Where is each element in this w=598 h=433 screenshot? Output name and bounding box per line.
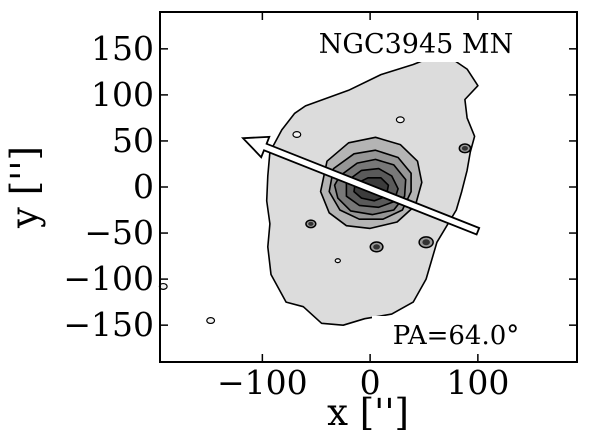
y-tick-labels: 150 100 50 0 −50 −100 −150	[63, 29, 154, 344]
plot-area	[158, 12, 577, 362]
x-tick-label: −100	[217, 363, 308, 402]
compact-source-core-2	[422, 239, 430, 246]
chart-title: NGC3945 MN	[319, 29, 513, 60]
y-tick-label: 150	[91, 29, 154, 68]
y-tick-label: −50	[84, 213, 154, 252]
faint-contour-4	[334, 258, 341, 264]
compact-source-core-3	[373, 244, 380, 250]
y-tick-label: 0	[133, 167, 154, 206]
y-tick-label: 50	[112, 121, 154, 160]
title-box	[292, 26, 538, 62]
x-tick-label: 0	[360, 363, 381, 402]
pa-arrow-shape	[240, 135, 481, 236]
faint-contour-1	[395, 116, 405, 124]
axis-ticks	[160, 12, 577, 362]
x-tick-labels: −100 0 100	[217, 363, 509, 402]
x-tick-label: 100	[446, 363, 509, 402]
y-axis-label: y ['']	[3, 146, 46, 229]
pa-annotation: PA=64.0°	[393, 321, 520, 351]
y-tick-label: −150	[63, 305, 154, 344]
faint-contour-2	[292, 130, 302, 139]
x-axis-label: x ['']	[327, 391, 409, 433]
y-tick-label: −100	[63, 259, 154, 298]
faint-contours	[158, 116, 405, 325]
compact-sources	[305, 143, 472, 253]
pa-arrow	[240, 135, 481, 236]
compact-source-core-1	[461, 145, 468, 151]
annotation-box	[372, 316, 540, 352]
faint-contour-3	[206, 317, 216, 325]
y-tick-label: 100	[91, 75, 154, 114]
compact-source-core-4	[308, 221, 314, 226]
